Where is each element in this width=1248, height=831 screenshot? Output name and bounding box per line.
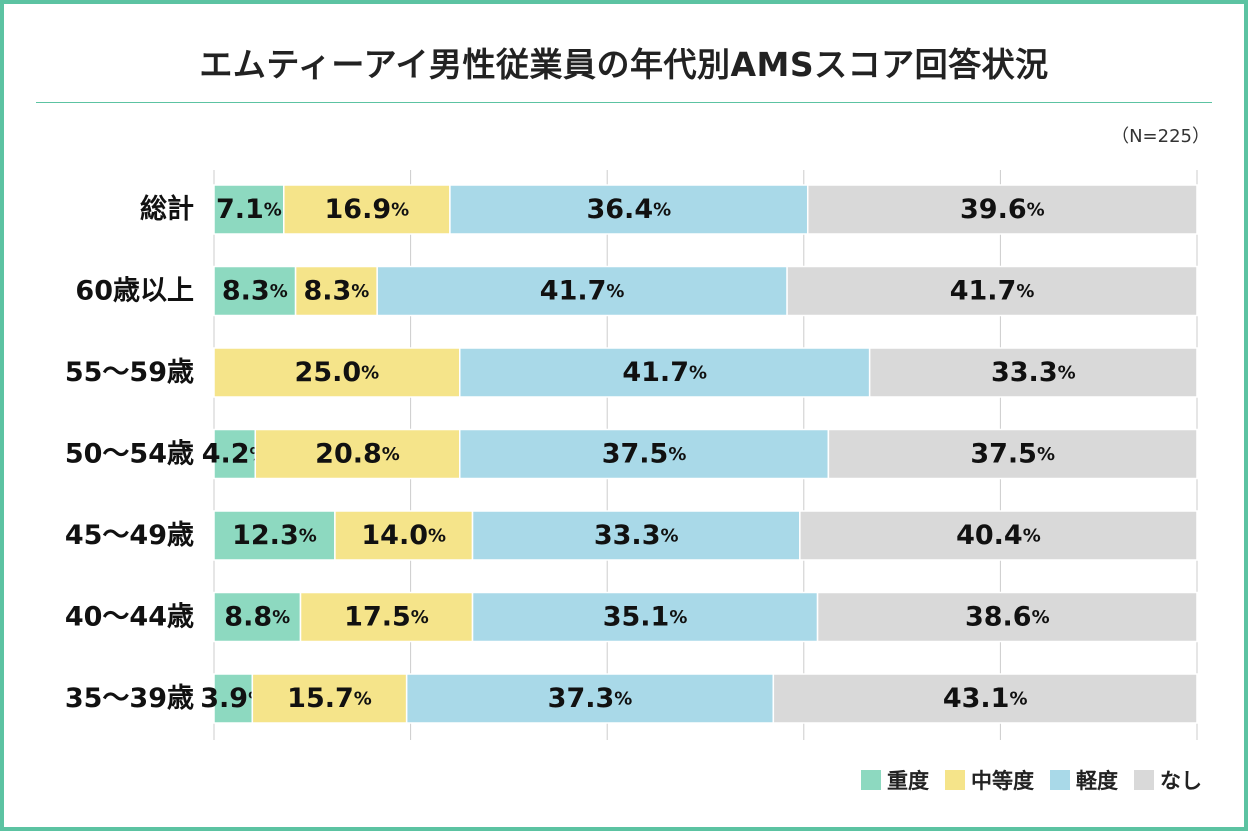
category-label: 35〜39歳 xyxy=(65,683,194,714)
category-label: 45〜49歳 xyxy=(65,520,194,551)
legend-item-severe: 重度 xyxy=(861,765,929,795)
bar-segment xyxy=(376,265,788,317)
bar-segment xyxy=(772,673,1198,724)
data-label: 41.7% xyxy=(622,357,707,388)
legend-item-moderate: 中等度 xyxy=(945,765,1034,795)
data-label: 17.5% xyxy=(344,602,429,633)
category-label: 総計 xyxy=(140,193,194,225)
legend-label-mild: 軽度 xyxy=(1076,769,1118,793)
bar-segment xyxy=(868,347,1198,398)
bar-segment xyxy=(806,184,1198,235)
data-label: 39.6% xyxy=(960,194,1045,225)
data-label: 8.3% xyxy=(222,276,288,307)
bar-segment xyxy=(816,591,1198,643)
bar-segment xyxy=(213,510,336,561)
data-label: 43.1% xyxy=(943,683,1028,714)
bar-segment xyxy=(827,428,1198,480)
data-label: 36.4% xyxy=(586,194,671,225)
data-label: 7.1% xyxy=(216,194,282,225)
bar-segment xyxy=(213,184,285,235)
title-divider xyxy=(36,102,1212,103)
bar-segment xyxy=(299,591,474,643)
legend-item-none: なし xyxy=(1134,765,1202,795)
data-label: 35.1% xyxy=(603,602,688,633)
legend-item-mild: 軽度 xyxy=(1050,765,1118,795)
bar-segment xyxy=(251,673,408,724)
legend-label-moderate: 中等度 xyxy=(971,769,1034,793)
category-label: 50〜54歳 xyxy=(65,439,194,470)
legend-label-none: なし xyxy=(1160,769,1202,793)
legend-swatch-moderate xyxy=(945,770,965,790)
data-label: 37.5% xyxy=(970,439,1055,470)
category-label: 55〜59歳 xyxy=(65,357,194,388)
bar-segment xyxy=(786,265,1198,317)
data-label: 15.7% xyxy=(287,683,372,714)
legend-label-severe: 重度 xyxy=(887,769,929,793)
legend: 重度 中等度 軽度 なし xyxy=(861,765,1202,795)
data-label: 12.3% xyxy=(232,520,317,551)
data-label: 41.7% xyxy=(950,276,1035,307)
data-label: 37.5% xyxy=(602,439,687,470)
bar-segment xyxy=(459,428,830,480)
legend-swatch-none xyxy=(1134,770,1154,790)
data-label: 41.7% xyxy=(540,276,625,307)
data-label: 40.4% xyxy=(956,520,1041,551)
category-label: 40〜44歳 xyxy=(65,602,194,633)
bar-segment xyxy=(405,673,775,724)
chart-title: エムティーアイ男性従業員の年代別AMSスコア回答状況 xyxy=(199,45,1049,84)
data-label: 14.0% xyxy=(361,520,446,551)
bar-segment xyxy=(799,510,1198,561)
data-label: 20.8% xyxy=(315,439,400,470)
bar-segment xyxy=(471,510,801,561)
legend-swatch-mild xyxy=(1050,770,1070,790)
data-label: 8.8% xyxy=(224,602,290,633)
legend-swatch-severe xyxy=(861,770,881,790)
data-label: 37.3% xyxy=(548,683,633,714)
category-label: 60歳以上 xyxy=(75,276,194,307)
bar-segment xyxy=(459,347,871,398)
data-label: 16.9% xyxy=(325,194,410,225)
bar-segment xyxy=(213,347,461,398)
bar-segment xyxy=(294,265,378,317)
bar-segment xyxy=(213,428,257,480)
bar-segment xyxy=(213,265,297,317)
bar-segment xyxy=(283,184,451,235)
data-label: 33.3% xyxy=(594,520,679,551)
bar-segment xyxy=(449,184,809,235)
sample-size-label: （N=225） xyxy=(1111,126,1210,147)
data-label: 38.6% xyxy=(965,602,1050,633)
bar-segment xyxy=(471,591,819,643)
data-label: 25.0% xyxy=(295,357,380,388)
data-label: 8.3% xyxy=(303,276,369,307)
data-label: 33.3% xyxy=(991,357,1076,388)
bar-segment xyxy=(334,510,474,561)
